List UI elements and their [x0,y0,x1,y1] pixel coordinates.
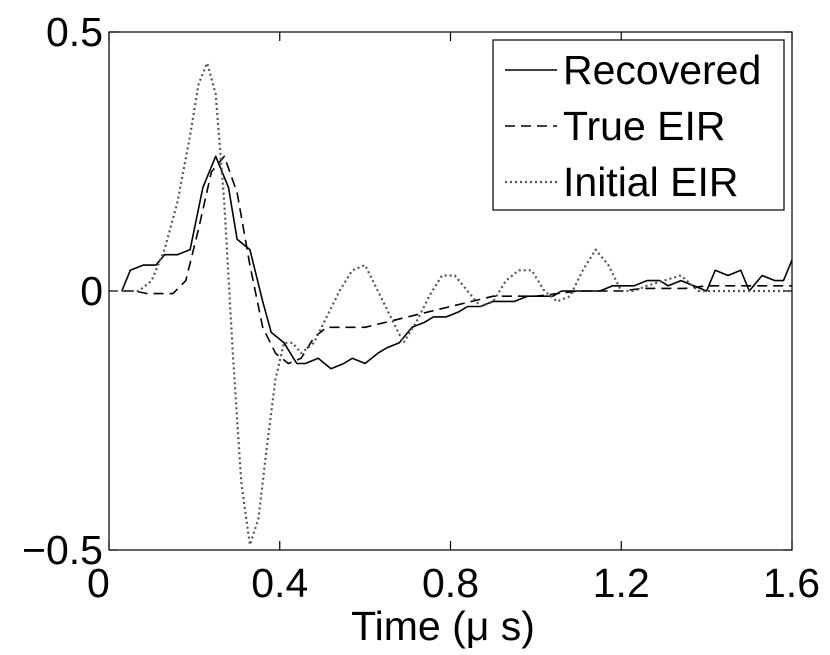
x-tick-label: 1.2 [593,560,650,606]
y-tick-label: −0.5 [22,527,103,573]
y-ticks: −0.5 0 0.5 [22,9,792,573]
series-line-recovered [121,155,793,370]
legend-label: True EIR [563,103,726,149]
x-tick-label: 0.8 [422,560,479,606]
legend-label: Initial EIR [563,159,738,205]
y-tick-label: 0.5 [46,9,103,55]
x-axis-label: Time (μ s) [351,603,535,649]
legend-label: Recovered [563,47,761,93]
x-tick-label: 0.4 [251,560,308,606]
series-layer [121,61,793,546]
legend-entries: Recovered True EIR Initial EIR [505,47,761,205]
y-tick-label: 0 [80,268,103,314]
series-line-true-eir [121,155,792,365]
series-line-initial-eir [121,61,792,546]
x-tick-label: 0 [87,560,110,606]
legend: Recovered True EIR Initial EIR [492,39,785,211]
x-tick-label: 1.6 [763,560,820,606]
plot-area: −0.500.5 0 0.4 0.8 1.2 1.6 [22,9,820,606]
x-ticks: 0 0.4 0.8 1.2 1.6 [87,32,820,606]
